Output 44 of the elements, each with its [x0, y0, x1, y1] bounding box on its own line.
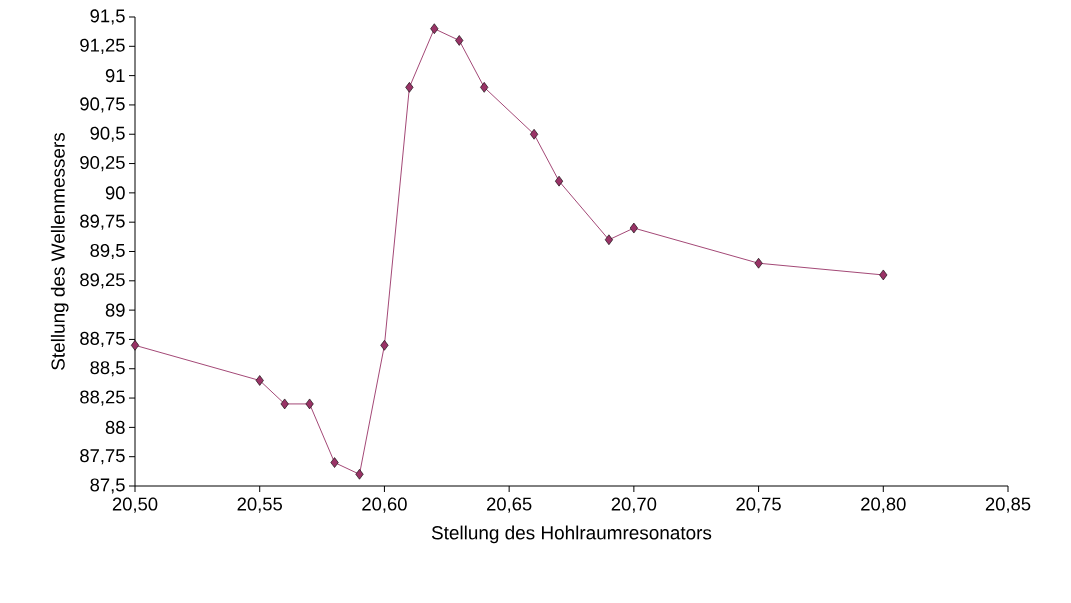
- y-tick-label: 88: [105, 420, 125, 434]
- y-tick-label: 91,25: [80, 38, 125, 54]
- y-tick-label: 91,5: [90, 9, 125, 25]
- y-tick-label: 87,75: [80, 449, 125, 465]
- x-tick-label: 20,80: [861, 497, 906, 513]
- point: [879, 269, 888, 281]
- point: [430, 23, 439, 35]
- x-tick-label: 20,75: [736, 497, 781, 513]
- y-tick-label: 88,5: [90, 361, 125, 377]
- point: [380, 340, 389, 351]
- y-tick-label: 89,5: [90, 243, 125, 260]
- x-tick-label: 20,55: [237, 497, 283, 513]
- y-tick-label: 87,5: [90, 478, 125, 494]
- point: [604, 234, 613, 246]
- point: [754, 257, 763, 269]
- point: [280, 398, 289, 410]
- x-tick-label: 20,85: [985, 497, 1031, 513]
- y-axis-title: Stellung des Wellenmessers: [50, 132, 69, 370]
- y-tick-label: 88,75: [80, 331, 125, 348]
- point: [255, 375, 264, 386]
- point: [305, 398, 314, 410]
- point: [554, 175, 564, 187]
- y-tick-label: 90: [105, 186, 125, 200]
- x-tick-label: 20,65: [487, 497, 532, 513]
- y-tick-label: 89: [105, 303, 125, 317]
- y-tick-label: 89,25: [80, 273, 125, 289]
- point: [330, 457, 339, 468]
- point: [455, 35, 464, 46]
- point: [530, 128, 539, 140]
- y-tick-label: 91: [105, 69, 125, 83]
- x-axis-title: Stellung des Hohlraumresonators: [431, 525, 712, 544]
- point: [355, 468, 364, 480]
- x-tick-label: 20,50: [112, 497, 158, 513]
- point: [130, 340, 140, 351]
- x-tick-label: 20,70: [611, 497, 657, 513]
- x-tick-label: 20,60: [362, 497, 407, 513]
- point: [405, 82, 414, 93]
- y-tick-label: 89,75: [80, 214, 125, 230]
- y-tick-label: 88,25: [80, 390, 125, 406]
- point: [480, 82, 489, 93]
- y-tick-label: 90,5: [90, 126, 125, 142]
- y-tick-label: 90,25: [80, 155, 125, 172]
- point: [629, 222, 638, 234]
- y-tick-label: 90,75: [80, 97, 125, 113]
